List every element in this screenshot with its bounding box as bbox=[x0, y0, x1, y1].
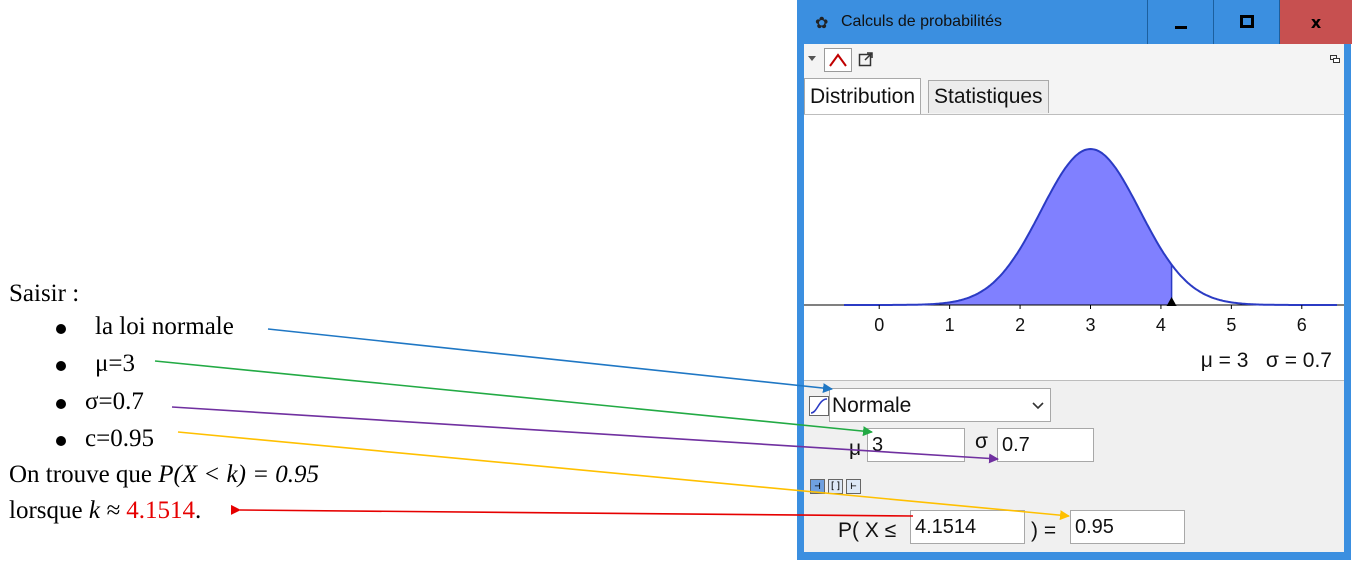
result-line-1-math: P(X < k) = 0.95 bbox=[158, 461, 320, 488]
result-line-2-math: k ≈ bbox=[88, 497, 127, 524]
bullet-mu: μ=3 bbox=[95, 350, 136, 377]
distribution-select[interactable]: Normale bbox=[829, 388, 1051, 422]
float-window-button[interactable] bbox=[1328, 48, 1342, 70]
bound-marker bbox=[1166, 297, 1177, 306]
tab-distribution-label: Distribution bbox=[810, 84, 916, 108]
bullet-dot bbox=[56, 361, 66, 371]
float-window-icon bbox=[1330, 55, 1340, 63]
probability-calculator-window: ✿ Calculs de probabilités x bbox=[797, 0, 1352, 560]
intro-text: Saisir : bbox=[9, 280, 80, 307]
bullet-dot bbox=[56, 399, 66, 409]
shaded-probability-area bbox=[844, 149, 1172, 305]
parameters-label: μ = 3 σ = 0.7 bbox=[1200, 349, 1332, 372]
tab-bar: Distribution Statistiques bbox=[804, 74, 1344, 115]
bell-curve-icon bbox=[829, 53, 847, 67]
bullet-c: c=0.95 bbox=[85, 425, 154, 452]
app-gear-icon: ✿ bbox=[815, 13, 829, 32]
distribution-plot: 0 1 2 3 4 5 6 μ = 3 σ = 0.7 bbox=[804, 115, 1344, 381]
probability-bound-input[interactable]: 4.1514 bbox=[910, 510, 1025, 544]
left-sided-button[interactable]: ⊣ bbox=[810, 479, 825, 494]
window-content: Distribution Statistiques 0 1 2 3 4 5 6 μ = 3 … bbox=[804, 44, 1344, 552]
sigma-input[interactable]: 0.7 bbox=[997, 428, 1094, 462]
minimize-icon bbox=[1175, 26, 1187, 29]
distribution-view-button[interactable] bbox=[824, 48, 852, 72]
chevron-down-icon bbox=[1032, 402, 1044, 410]
result-value: 4.1514 bbox=[126, 497, 195, 524]
right-sided-button[interactable]: ⊢ bbox=[846, 479, 861, 494]
bullet-sigma: σ=0.7 bbox=[85, 388, 144, 415]
probability-value-input[interactable]: 0.95 bbox=[1070, 510, 1185, 544]
result-line-2-prefix: lorsque bbox=[9, 497, 89, 524]
tab-statistiques[interactable]: Statistiques bbox=[928, 80, 1049, 113]
menu-button[interactable] bbox=[805, 48, 819, 70]
close-button[interactable]: x bbox=[1279, 0, 1352, 44]
result-line-1-prefix: On trouve que bbox=[9, 461, 159, 488]
density-curve bbox=[844, 147, 1337, 306]
title-bar[interactable]: ✿ Calculs de probabilités x bbox=[797, 0, 1352, 44]
probability-prefix: P( X ≤ bbox=[838, 519, 897, 542]
mu-input[interactable]: 3 bbox=[867, 428, 965, 462]
normal-distribution-chart: 0 1 2 3 4 5 6 bbox=[804, 147, 1344, 335]
minimize-button[interactable] bbox=[1147, 0, 1214, 44]
arrow-loi bbox=[267, 328, 833, 394]
x-tick-label: 2 bbox=[1015, 315, 1025, 335]
toolbar bbox=[804, 44, 1344, 74]
bullet-dot bbox=[56, 436, 66, 446]
tab-distribution[interactable]: Distribution bbox=[804, 78, 922, 114]
triangle-down-icon bbox=[808, 56, 816, 61]
tab-statistiques-label: Statistiques bbox=[934, 85, 1043, 108]
window-title: Calculs de probabilités bbox=[841, 13, 1002, 30]
export-button[interactable] bbox=[854, 48, 878, 70]
arrow-mu bbox=[154, 360, 873, 437]
distribution-select-value: Normale bbox=[832, 394, 912, 417]
bullet-loi: la loi normale bbox=[95, 313, 234, 340]
result-suffix: . bbox=[194, 497, 202, 524]
maximize-button[interactable] bbox=[1213, 0, 1280, 44]
maximize-icon bbox=[1240, 15, 1254, 28]
x-tick-label: 0 bbox=[874, 315, 884, 335]
x-tick-label: 4 bbox=[1156, 315, 1166, 335]
x-tick-label: 3 bbox=[1085, 315, 1095, 335]
export-icon bbox=[858, 52, 873, 67]
x-tick-label: 1 bbox=[945, 315, 955, 335]
x-tick-label: 6 bbox=[1297, 315, 1307, 335]
probability-equals: ) = bbox=[1031, 519, 1057, 542]
sigma-label: σ bbox=[975, 430, 988, 453]
close-icon: x bbox=[1310, 12, 1322, 32]
interval-button[interactable]: [] bbox=[828, 479, 843, 494]
x-tick-label: 5 bbox=[1226, 315, 1236, 335]
cumulative-distribution-icon bbox=[809, 396, 829, 416]
bullet-dot bbox=[56, 324, 66, 334]
result-line-1: On trouve que P(X < k) = 0.95 bbox=[9, 461, 319, 489]
controls-panel: Normale μ 3 σ 0.7 ⊣ [] ⊢ P( X ≤ 4.1514 )… bbox=[804, 381, 1344, 552]
result-line-2: lorsque k ≈ 4.1514. bbox=[9, 497, 201, 525]
mu-label: μ bbox=[849, 437, 862, 460]
